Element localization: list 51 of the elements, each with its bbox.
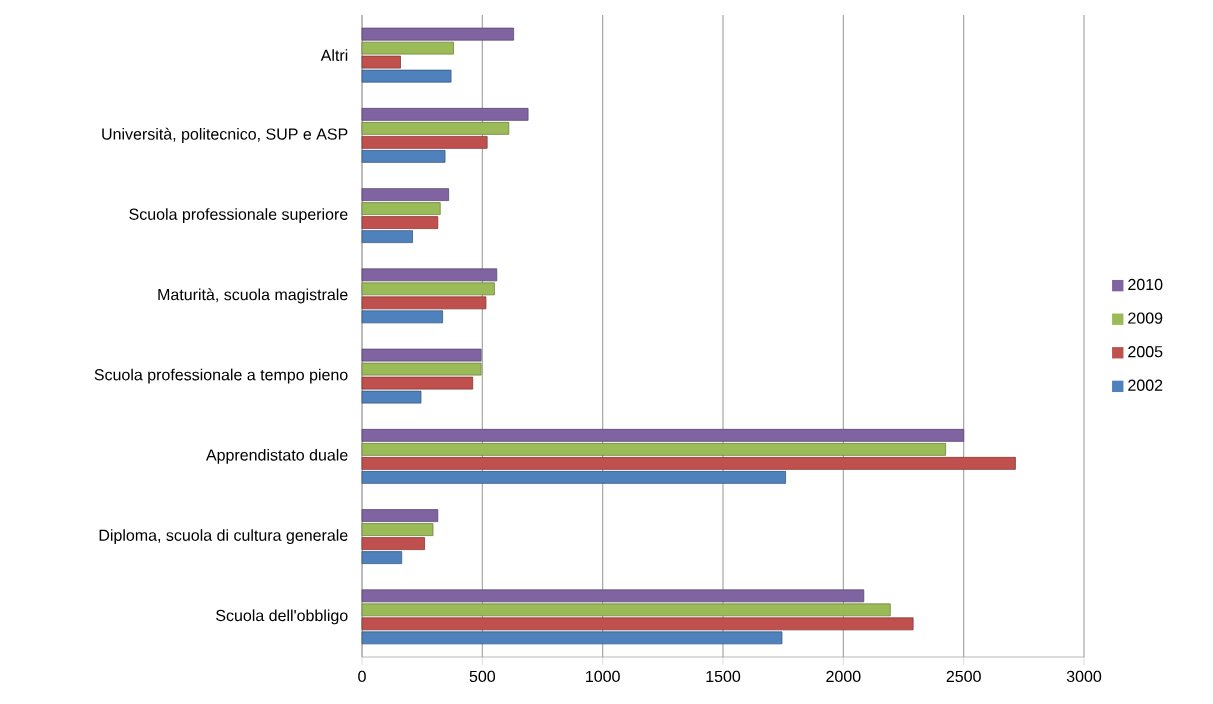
bar <box>361 310 444 324</box>
y-tick-label: Diploma, scuola di cultura generale <box>99 529 348 545</box>
bar <box>361 55 401 69</box>
x-tick-label: 1500 <box>706 670 741 683</box>
bar <box>361 348 482 362</box>
bar <box>361 390 422 404</box>
y-tick-label: Scuola professionale superiore <box>129 208 348 224</box>
x-tick-label: 0 <box>358 670 366 683</box>
y-tick-label: Università, politecnico, SUP e ASP <box>102 127 348 143</box>
bar <box>361 202 441 216</box>
legend-label: 2010 <box>1128 278 1163 291</box>
bar <box>361 107 529 121</box>
x-tick-label: 500 <box>469 670 496 683</box>
bar <box>361 456 1016 470</box>
bar <box>361 537 425 551</box>
bar <box>361 376 474 390</box>
bar <box>361 296 487 310</box>
bar <box>361 428 965 442</box>
legend-label: 2009 <box>1128 312 1163 324</box>
x-tick-label: 3000 <box>1066 670 1102 683</box>
bar <box>361 509 439 523</box>
bar <box>361 551 403 565</box>
y-tick-label: Scuola dell'obbligo <box>216 609 348 625</box>
bar <box>361 617 914 631</box>
bar <box>361 149 446 163</box>
x-tick-label: 1000 <box>586 670 620 683</box>
bar <box>361 589 865 603</box>
bar <box>361 230 413 244</box>
bar <box>361 470 786 484</box>
bar <box>361 27 515 41</box>
y-tick-label: Altri <box>320 49 348 61</box>
bar <box>361 135 488 149</box>
legend-label: 2002 <box>1128 379 1163 391</box>
y-tick-label: Scuola professionale a tempo pieno <box>94 368 348 384</box>
bar <box>361 188 450 202</box>
legend-label: 2005 <box>1128 346 1163 358</box>
bar <box>361 69 452 83</box>
x-tick-label: 2500 <box>946 670 981 683</box>
bar <box>361 121 510 135</box>
bar <box>361 442 947 456</box>
y-tick-label: Apprendistato duale <box>205 448 348 464</box>
bar <box>361 268 498 282</box>
bar <box>361 603 891 617</box>
bar <box>361 41 454 55</box>
bar <box>361 216 439 230</box>
x-tick-label: 2000 <box>826 670 861 683</box>
bar <box>361 362 482 376</box>
y-tick-label: Maturità, scuola magistrale <box>158 288 348 304</box>
bar <box>361 282 495 296</box>
bar <box>361 631 783 645</box>
bar <box>361 523 434 537</box>
